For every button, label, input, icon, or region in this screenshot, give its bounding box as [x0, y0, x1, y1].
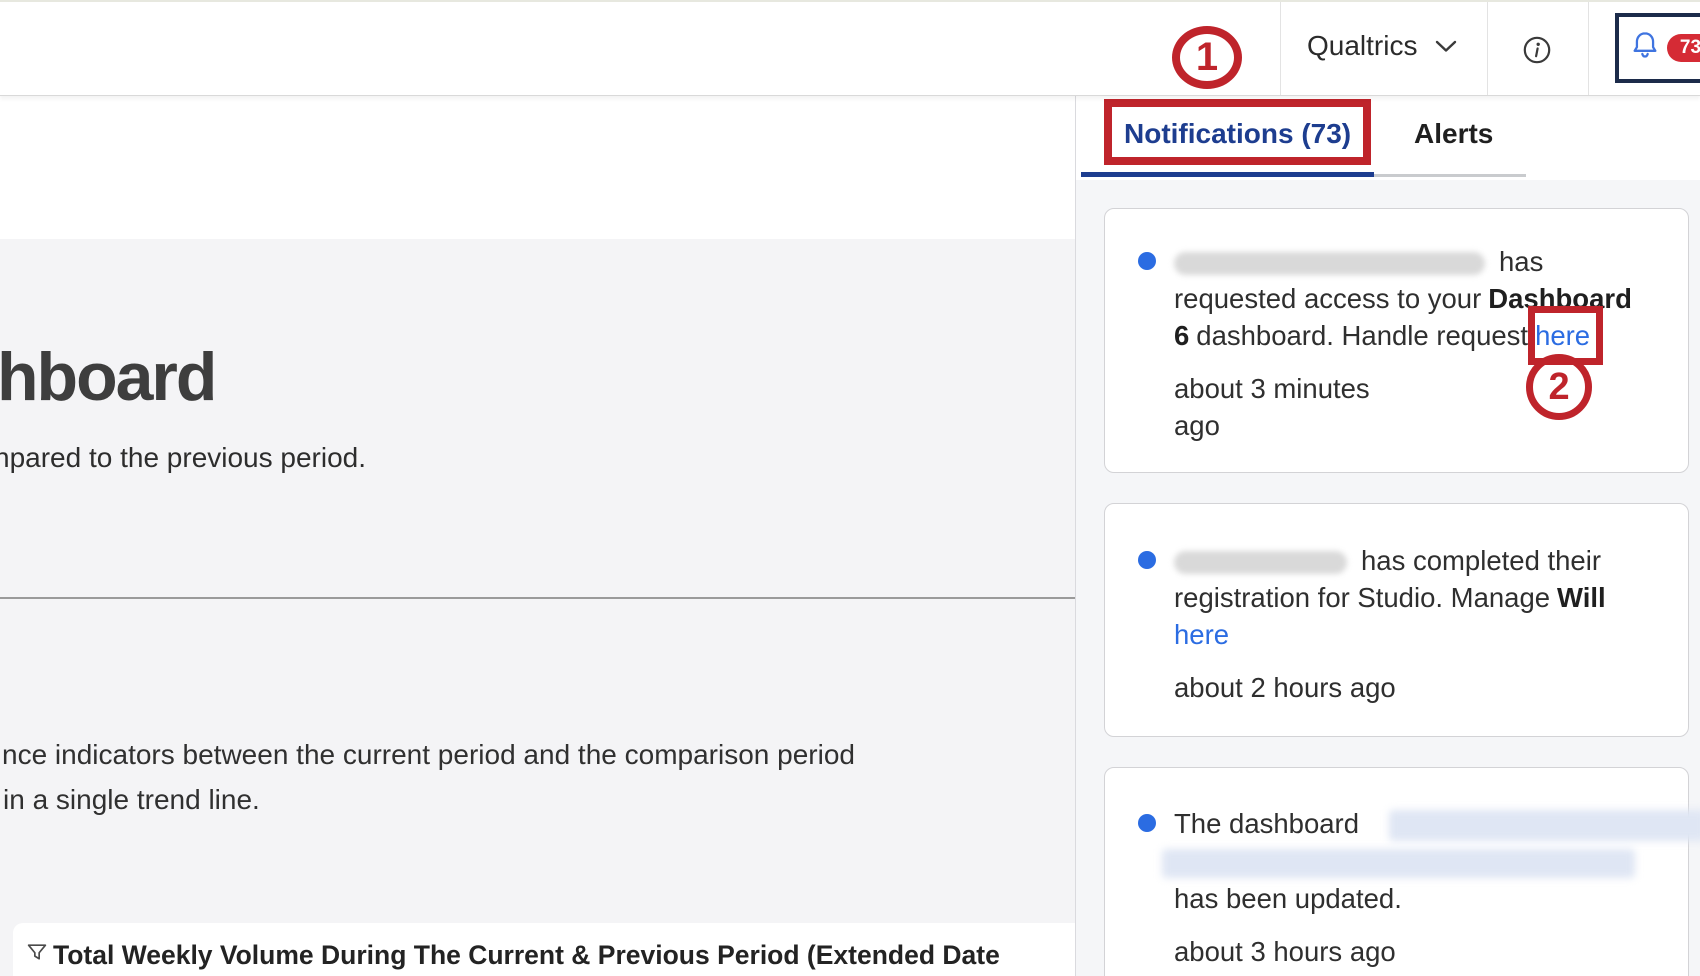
notification-text: registration for Studio. Manage	[1174, 582, 1551, 613]
page-description-line-2: in a single trend line.	[3, 784, 260, 815]
active-tab-underline	[1081, 172, 1374, 177]
notification-text-line: The dashboard	[1174, 805, 1700, 842]
redacted-dashboard-name	[1162, 848, 1635, 878]
timestamp-line: about 3 hours ago	[1174, 935, 1396, 967]
top-navigation-bar: Qualtrics 73	[0, 0, 1700, 96]
notification-text-line: registration for Studio. Manage Will	[1174, 579, 1648, 616]
tab-notifications-label: Notifications (73)	[1124, 118, 1352, 149]
topbar-divider	[1588, 2, 1589, 95]
page-title: hboard	[0, 339, 217, 415]
notification-text-bold: Will	[1557, 582, 1606, 613]
unread-dot	[1138, 551, 1156, 569]
account-menu-label: Qualtrics	[1307, 30, 1418, 61]
tab-alerts-label: Alerts	[1414, 118, 1494, 149]
notification-text: dashboard. Handle request	[1196, 320, 1529, 351]
filter-icon[interactable]	[25, 941, 49, 965]
notification-text: The dashboard	[1174, 808, 1359, 839]
notification-text-line: has been updated.	[1174, 880, 1648, 917]
annotation-step-1: 1	[1172, 26, 1242, 89]
panel-tab-bar: Notifications (73) Alerts	[1076, 94, 1700, 180]
page-subtitle: npared to the previous period.	[0, 442, 367, 473]
info-icon	[1522, 36, 1552, 69]
notification-text: requested access to your	[1174, 283, 1482, 314]
here-link[interactable]: here	[1174, 619, 1230, 650]
notifications-button[interactable]: 73	[1615, 13, 1700, 83]
account-menu[interactable]: Qualtrics	[1307, 30, 1457, 62]
page-description-line-1: nce indicators between the current perio…	[2, 739, 855, 770]
notification-text-line: 6 dashboard. Handle request here 2	[1174, 306, 1648, 420]
redacted-user-name	[1174, 551, 1347, 575]
timestamp-line: ago	[1174, 410, 1220, 441]
here-link[interactable]: here	[1535, 320, 1591, 351]
widget-title: Total Weekly Volume During The Current &…	[53, 940, 1000, 970]
topbar-divider	[1280, 2, 1281, 95]
redacted-user-name	[1174, 252, 1485, 276]
topbar-divider	[1487, 2, 1488, 95]
tab-notifications[interactable]: Notifications (73)	[1104, 99, 1372, 165]
annotation-step-1-number: 1	[1195, 35, 1219, 79]
notification-timestamp: about 3 minutes ago	[1174, 370, 1648, 444]
tab-alerts[interactable]: Alerts	[1414, 118, 1493, 150]
here-link-wrapper: here 2	[1526, 306, 1604, 420]
notifications-panel: Notifications (73) Alerts has requested …	[1075, 94, 1700, 976]
notification-text-line: has completed their	[1174, 542, 1648, 579]
notification-timestamp: about 2 hours ago	[1174, 669, 1648, 706]
unread-dot	[1138, 252, 1156, 270]
notification-text: has completed their	[1361, 545, 1601, 576]
notification-text-line: here	[1174, 616, 1648, 653]
section-divider	[0, 597, 1075, 599]
notification-text-line: has	[1174, 243, 1648, 280]
redacted-dashboard-name	[1389, 810, 1700, 842]
annotation-step-2-number: 2	[1548, 365, 1570, 408]
chevron-down-icon	[1435, 40, 1457, 58]
tab-bar-underline	[1374, 174, 1526, 177]
timestamp-line: about 2 hours ago	[1174, 672, 1396, 703]
notification-badge: 73	[1667, 34, 1700, 62]
unread-dot	[1138, 814, 1156, 832]
notification-text-line	[1162, 842, 1648, 880]
notification-item-registration[interactable]: has completed their registration for Stu…	[1104, 503, 1689, 737]
notification-text-bold: Dashboard	[1488, 283, 1632, 314]
notification-text: has	[1499, 246, 1544, 277]
notification-text-bold: 6	[1174, 320, 1190, 351]
help-button[interactable]	[1522, 35, 1552, 65]
notification-text: has been updated.	[1174, 882, 1402, 914]
annotation-step-2: 2	[1526, 354, 1593, 420]
notification-item-dashboard-updated[interactable]: The dashboard has been updated. about 3 …	[1104, 767, 1700, 976]
notification-timestamp: about 3 hours ago	[1174, 933, 1648, 970]
notification-text-line: requested access to your Dashboard	[1174, 280, 1648, 317]
timestamp-line: about 3 minutes	[1174, 373, 1370, 404]
bell-icon	[1628, 28, 1662, 69]
